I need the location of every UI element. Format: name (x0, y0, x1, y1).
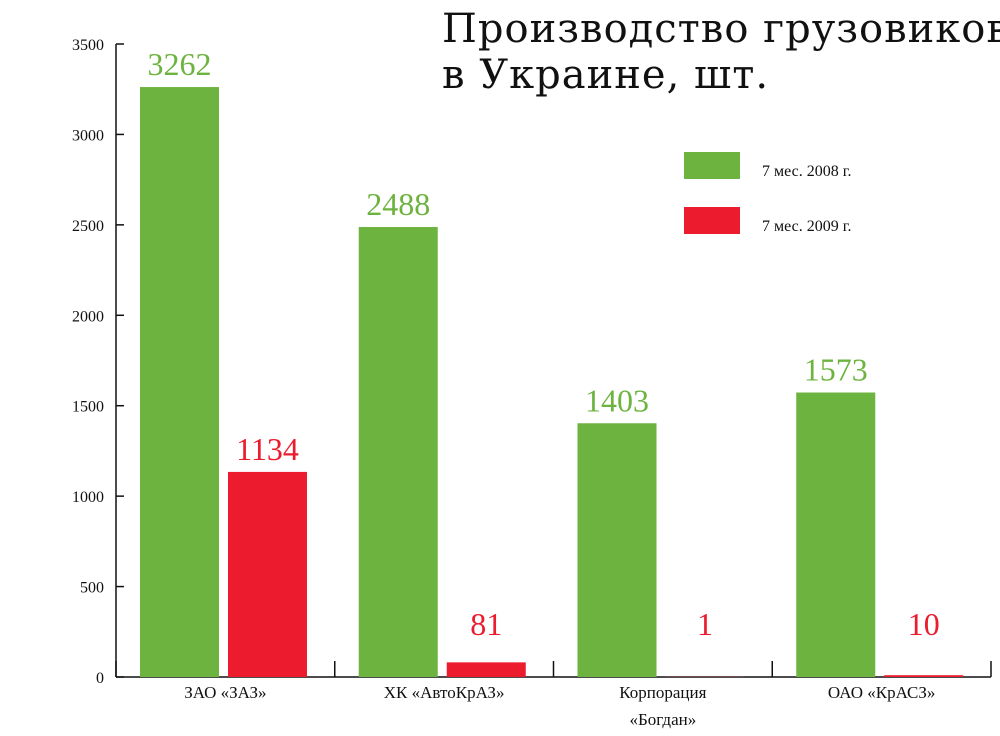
legend-label-2009: 7 мес. 2009 г. (762, 218, 851, 235)
bar-series0-cat0 (140, 87, 219, 677)
bar-series1-cat1 (446, 662, 526, 677)
category-label-0: ЗАО «ЗАЗ» (184, 683, 266, 702)
value-labels: 3262 1134 2488 81 1403 1 1573 10 (148, 46, 940, 642)
bar-series0-cat2 (577, 423, 657, 677)
value-label-series1-cat3: 10 (908, 606, 940, 642)
y-tick-label: 3000 (72, 127, 104, 144)
legend: 7 мес. 2008 г. 7 мес. 2009 г. (684, 152, 851, 235)
value-label-series0-cat0: 3262 (148, 46, 212, 82)
y-tick-label: 0 (96, 670, 104, 687)
y-tick-label: 500 (80, 580, 104, 597)
value-label-series0-cat1: 2488 (366, 186, 430, 222)
value-label-series0-cat3: 1573 (804, 352, 868, 388)
category-labels: ЗАО «ЗАЗ» ХК «АвтоКрАЗ» Корпорация «Богдан»… (184, 683, 935, 729)
y-tick-label: 3500 (72, 37, 104, 54)
y-tick-label: 2500 (72, 218, 104, 235)
legend-swatch-2009 (684, 207, 740, 234)
chart-title-line-1: Производство грузовиков (442, 6, 1000, 52)
chart-title-line-2: в Украине, шт. (442, 52, 769, 98)
y-tick-label: 2000 (72, 308, 104, 325)
value-label-series1-cat1: 81 (470, 606, 502, 642)
bar-series0-cat1 (358, 227, 438, 677)
category-label-2: Корпорация (619, 683, 706, 702)
category-label-3: ОАО «КрАСЗ» (828, 683, 936, 702)
category-label-1: ХК «АвтоКрАЗ» (384, 683, 505, 702)
category-label-2: «Богдан» (630, 710, 697, 729)
bar-series0-cat3 (796, 392, 876, 677)
bar-series1-cat3 (884, 675, 964, 677)
bar-series1-cat0 (228, 471, 307, 677)
legend-swatch-2008 (684, 152, 740, 179)
y-tick-label: 1500 (72, 399, 104, 416)
y-axis: 0 500 1000 1500 2000 2500 3000 3500 (72, 37, 124, 687)
y-tick-label: 1000 (72, 489, 104, 506)
legend-label-2008: 7 мес. 2008 г. (762, 163, 851, 180)
value-label-series0-cat2: 1403 (585, 382, 649, 418)
value-label-series1-cat0: 1134 (236, 431, 299, 467)
value-label-series1-cat2: 1 (697, 606, 713, 642)
bars (140, 87, 964, 677)
